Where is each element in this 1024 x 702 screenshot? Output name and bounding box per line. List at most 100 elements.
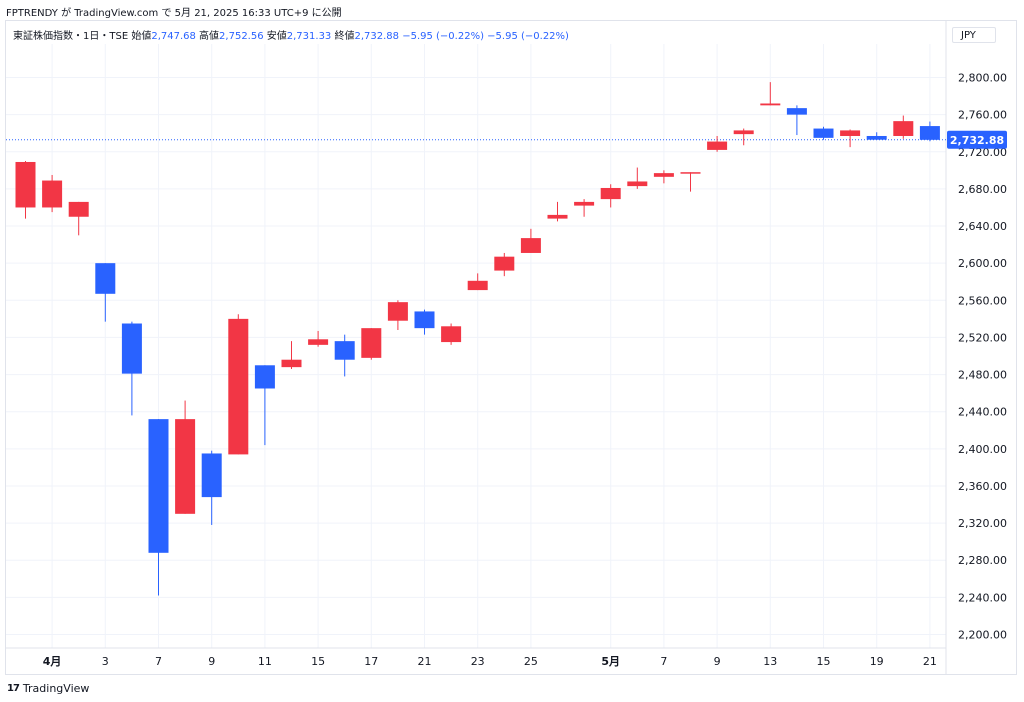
x-tick-label: 7	[660, 655, 667, 668]
candle-body	[387, 302, 408, 321]
candle-body	[361, 328, 382, 358]
y-tick-label: 2,520.00	[958, 331, 1007, 344]
y-tick-label: 2,600.00	[958, 257, 1007, 270]
x-tick-label: 23	[471, 655, 485, 668]
candle	[308, 330, 329, 347]
candle-body	[866, 135, 887, 140]
candle-body	[840, 130, 861, 136]
candle-body	[15, 161, 36, 208]
x-tick-label: 11	[258, 655, 272, 668]
candle-body	[175, 419, 196, 514]
candle-body	[334, 341, 355, 360]
candle	[201, 450, 222, 525]
candle	[414, 309, 435, 335]
candle-body	[441, 326, 462, 343]
candle	[281, 341, 302, 369]
candle-body	[42, 180, 63, 208]
y-tick-label: 2,720.00	[958, 146, 1007, 159]
time-axis: 4月 3 7 9 11 15 17 21 23 25 5月 7 9 13 15 19 21	[43, 655, 937, 668]
x-tick-label: 19	[870, 655, 884, 668]
candle	[733, 128, 754, 146]
y-tick-label: 2,400.00	[958, 443, 1007, 456]
candle	[680, 172, 701, 192]
candle-body	[707, 141, 728, 150]
y-tick-label: 2,680.00	[958, 183, 1007, 196]
candle	[387, 300, 408, 331]
legend-open-label: 始値	[131, 31, 152, 42]
last-price-label-bg	[947, 130, 1007, 149]
candle-body	[308, 339, 329, 345]
chart-frame	[5, 20, 1017, 675]
candle-body	[680, 172, 701, 174]
candle	[760, 82, 781, 106]
tradingview-brand: TradingView	[22, 682, 90, 695]
legend-close-label: 終値	[334, 31, 355, 42]
y-tick-label: 2,480.00	[958, 369, 1007, 382]
legend-low-label: 安値	[266, 31, 287, 42]
grid-lines	[5, 20, 947, 675]
candle	[334, 334, 355, 377]
candle	[547, 201, 568, 222]
candle-body	[414, 311, 435, 329]
candle-body	[786, 108, 807, 115]
x-tick-label: 25	[524, 655, 538, 668]
candle	[42, 174, 63, 213]
candle-body	[520, 238, 541, 253]
y-tick-label: 2,200.00	[958, 629, 1007, 642]
currency-selector[interactable]: JPY	[952, 27, 996, 43]
candle	[813, 126, 834, 140]
x-tick-label: 9	[714, 655, 721, 668]
candle	[866, 132, 887, 140]
y-tick-label: 2,320.00	[958, 517, 1007, 530]
last-price-label-group: 2,732.88	[947, 130, 1007, 149]
candle	[68, 201, 89, 236]
candle	[121, 321, 142, 416]
y-tick-label: 2,280.00	[958, 554, 1007, 567]
candle	[653, 170, 674, 184]
candle	[574, 199, 595, 217]
tradingview-footer[interactable]: 17 TradingView	[7, 682, 89, 695]
candle	[707, 135, 728, 152]
candle-body	[494, 256, 515, 271]
candle-body	[733, 130, 754, 135]
candle	[467, 273, 488, 291]
candle	[95, 263, 116, 322]
last-price-label: 2,732.88	[950, 134, 1004, 147]
legend-symbol: 東証株価指数・1日・TSE	[13, 31, 129, 42]
x-tick-label: 5月	[601, 655, 620, 668]
x-tick-label: 15	[817, 655, 831, 668]
legend-change-2: −5.95 (−0.22%)	[487, 31, 569, 42]
y-tick-label: 2,640.00	[958, 220, 1007, 233]
candle	[600, 184, 621, 208]
candle	[175, 400, 196, 514]
candle-body	[893, 121, 914, 136]
x-tick-label: 15	[311, 655, 325, 668]
y-tick-label: 2,560.00	[958, 294, 1007, 307]
symbol-legend: 東証株価指数・1日・TSE 始値2,747.68 高値2,752.56 安値2,…	[13, 27, 569, 42]
candle-body	[95, 263, 116, 294]
publisher-line: FPTRENDY が TradingView.com で 5月 21, 2025…	[6, 8, 342, 19]
candle-body	[148, 419, 169, 553]
candle-body	[467, 280, 488, 291]
x-tick-label: 7	[155, 655, 162, 668]
candle-body	[760, 103, 781, 106]
candle-body	[574, 201, 595, 206]
candle	[919, 121, 940, 142]
candle	[254, 365, 275, 446]
x-tick-label: 21	[923, 655, 937, 668]
candle-body	[600, 187, 621, 200]
legend-low: 2,731.33	[286, 31, 332, 42]
y-tick-label: 2,360.00	[958, 480, 1007, 493]
x-tick-label: 3	[102, 655, 109, 668]
legend-high: 2,752.56	[219, 31, 264, 42]
candle	[441, 323, 462, 345]
candle-body	[627, 181, 648, 187]
legend-open: 2,747.68	[151, 31, 196, 42]
x-tick-label: 17	[364, 655, 378, 668]
candle-body	[121, 323, 142, 374]
legend-change: −5.95 (−0.22%)	[402, 31, 484, 42]
candle-body	[547, 214, 568, 219]
candle-body	[254, 365, 275, 389]
candle	[786, 105, 807, 136]
